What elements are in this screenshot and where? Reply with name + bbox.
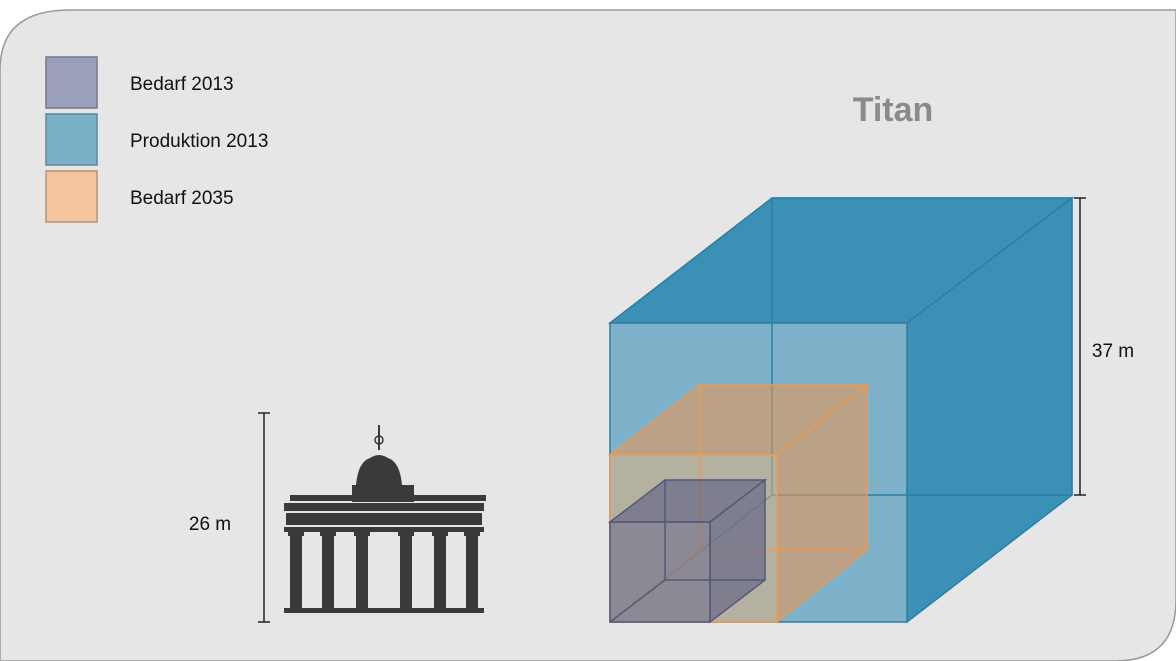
gate-column-capital: [398, 532, 414, 536]
gate-column-capital: [288, 532, 304, 536]
title: Titan: [853, 91, 934, 129]
gate-column-capital: [464, 532, 480, 536]
legend-swatch: [45, 113, 98, 166]
brandenburg-gate: [284, 425, 486, 613]
gate-column: [400, 534, 412, 608]
gate-column-capital: [432, 532, 448, 536]
demand-2013-cube: [607, 478, 768, 624]
legend-swatch: [45, 170, 98, 223]
legend-label: Produktion 2013: [130, 131, 268, 152]
legend-label: Bedarf 2035: [130, 188, 234, 209]
gate-column: [434, 534, 446, 608]
cube-height-bar: [1074, 197, 1086, 496]
gate-column: [322, 534, 334, 608]
gate-column: [290, 534, 302, 608]
cube-height-label: 37 m: [1092, 341, 1134, 362]
gate-height-label: 26 m: [189, 514, 231, 535]
legend-swatch: [45, 56, 98, 109]
gate-column-capital: [354, 532, 370, 536]
gate-column: [356, 534, 368, 608]
legend: Bedarf 2013 Produktion 2013 Bedarf 2035: [45, 56, 268, 223]
gate-height-bar: [258, 412, 270, 623]
gate-column: [466, 534, 478, 608]
legend-label: Bedarf 2013: [130, 74, 234, 95]
gate-column-capital: [320, 532, 336, 536]
